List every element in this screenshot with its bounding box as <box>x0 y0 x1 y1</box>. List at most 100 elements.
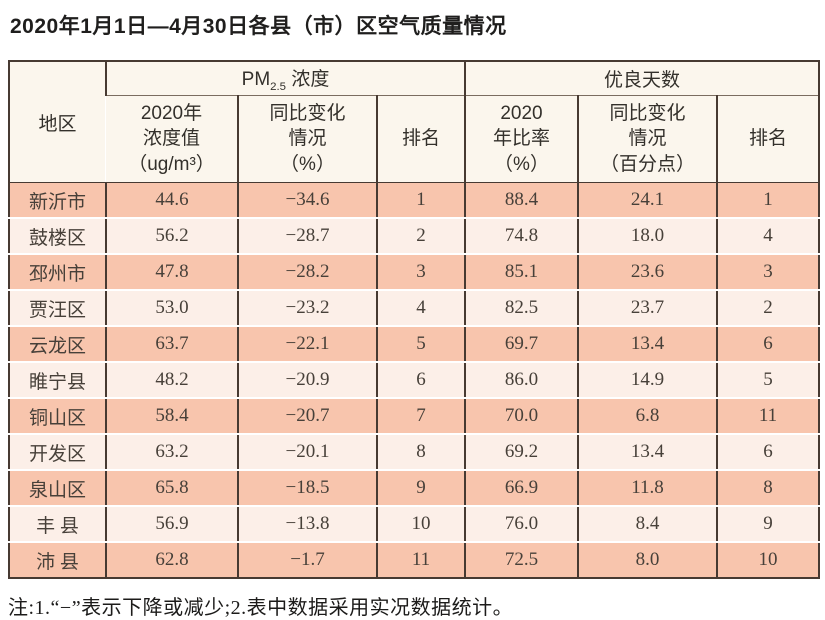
cell-pm-rank: 3 <box>376 254 465 291</box>
cell-region: 贾汪区 <box>9 290 106 327</box>
column-header-good-change: 同比变化 情况 （百分点） <box>577 95 717 183</box>
cell-pm-rank: 1 <box>376 182 465 219</box>
cell-pm-change: −20.7 <box>237 398 377 435</box>
column-header-pm-change: 同比变化 情况 （%） <box>237 95 377 183</box>
pm-label-subscript: 2.5 <box>270 80 286 93</box>
cell-good-change: 23.6 <box>577 254 717 291</box>
cell-region: 邳州市 <box>9 254 106 291</box>
cell-good-rate: 88.4 <box>464 182 578 219</box>
cell-good-change: 13.4 <box>577 434 717 471</box>
table-row: 沛 县 62.8 −1.7 11 72.5 8.0 10 <box>9 542 820 578</box>
column-header-pm-value: 2020年 浓度值 （ug/m³） <box>106 95 238 183</box>
cell-region: 鼓楼区 <box>9 218 106 255</box>
cell-good-rate: 69.7 <box>464 326 578 363</box>
cell-pm-change: −23.2 <box>237 290 377 327</box>
table-row: 铜山区 58.4 −20.7 7 70.0 6.8 11 <box>9 398 820 435</box>
cell-pm-change: −1.7 <box>237 542 377 578</box>
cell-region: 新沂市 <box>9 182 106 219</box>
table-row: 泉山区 65.8 −18.5 9 66.9 11.8 8 <box>9 470 820 507</box>
cell-pm-rank: 11 <box>376 542 465 578</box>
cell-pm-rank: 7 <box>376 398 465 435</box>
cell-pm-value: 44.6 <box>105 182 238 219</box>
group-header-row: 地区 PM2.5 浓度 优良天数 <box>9 61 820 183</box>
cell-good-rate: 86.0 <box>464 362 578 399</box>
column-header-pm-rank: 排名 <box>376 95 465 183</box>
cell-pm-change: −28.7 <box>237 218 377 255</box>
column-header-region: 地区 <box>9 61 106 183</box>
cell-pm-change: −13.8 <box>237 506 377 543</box>
cell-region: 云龙区 <box>9 326 106 363</box>
cell-good-rate: 82.5 <box>464 290 578 327</box>
cell-pm-value: 63.2 <box>105 434 238 471</box>
cell-pm-change: −20.9 <box>237 362 377 399</box>
cell-good-rank: 1 <box>715 182 820 219</box>
cell-good-change: 8.4 <box>577 506 717 543</box>
footnote: 注:1.“−”表示下降或减少;2.表中数据采用实况数据统计。 <box>8 597 514 619</box>
cell-good-rank: 6 <box>715 326 820 363</box>
cell-region: 沛 县 <box>9 542 106 578</box>
cell-pm-value: 47.8 <box>105 254 238 291</box>
cell-region: 泉山区 <box>9 470 106 507</box>
table-row: 睢宁县 48.2 −20.9 6 86.0 14.9 5 <box>9 362 820 399</box>
pm-label-main: PM <box>241 69 271 91</box>
pm-label-rest: 浓度 <box>291 69 330 91</box>
cell-region: 铜山区 <box>9 398 106 435</box>
cell-good-rank: 6 <box>715 434 820 471</box>
cell-good-change: 18.0 <box>577 218 717 255</box>
group-header-pm25: PM2.5 浓度 <box>105 61 465 96</box>
cell-pm-change: −18.5 <box>237 470 377 507</box>
cell-good-rate: 69.2 <box>464 434 578 471</box>
table-row: 云龙区 63.7 −22.1 5 69.7 13.4 6 <box>9 326 820 363</box>
cell-good-change: 14.9 <box>577 362 717 399</box>
cell-good-rank: 8 <box>715 470 820 507</box>
cell-pm-value: 58.4 <box>105 398 238 435</box>
sub-header-row: 2020年 浓度值 （ug/m³） 同比变化 情况 （%） 排名 2020 年比… <box>9 95 820 183</box>
cell-pm-rank: 6 <box>376 362 465 399</box>
table-row: 开发区 63.2 −20.1 8 69.2 13.4 6 <box>9 434 820 471</box>
cell-pm-rank: 10 <box>376 506 465 543</box>
cell-region: 睢宁县 <box>9 362 106 399</box>
cell-good-rate: 72.5 <box>464 542 578 578</box>
table-body: 新沂市 44.6 −34.6 1 88.4 24.1 1 鼓楼区 56.2 −2… <box>9 182 820 578</box>
table-header: 地区 PM2.5 浓度 优良天数 2020年 浓度值 （ug/m³） 同比变化 情… <box>9 61 820 183</box>
table-row: 邳州市 47.8 −28.2 3 85.1 23.6 3 <box>9 254 820 291</box>
table-row: 鼓楼区 56.2 −28.7 2 74.8 18.0 4 <box>9 218 820 255</box>
cell-good-rank: 10 <box>715 542 820 578</box>
cell-good-change: 13.4 <box>577 326 717 363</box>
cell-region: 丰 县 <box>9 506 106 543</box>
cell-pm-value: 56.2 <box>105 218 238 255</box>
table-row: 贾汪区 53.0 −23.2 4 82.5 23.7 2 <box>9 290 820 327</box>
cell-pm-value: 65.8 <box>105 470 238 507</box>
cell-good-rank: 5 <box>715 362 820 399</box>
cell-pm-rank: 9 <box>376 470 465 507</box>
cell-pm-value: 56.9 <box>105 506 238 543</box>
cell-pm-rank: 5 <box>376 326 465 363</box>
page-title: 2020年1月1日—4月30日各县（市）区空气质量情况 <box>10 15 507 38</box>
cell-pm-rank: 2 <box>376 218 465 255</box>
cell-good-rate: 85.1 <box>464 254 578 291</box>
cell-good-change: 24.1 <box>577 182 717 219</box>
cell-good-change: 6.8 <box>577 398 717 435</box>
cell-good-rate: 70.0 <box>464 398 578 435</box>
cell-pm-value: 48.2 <box>105 362 238 399</box>
cell-good-rank: 2 <box>715 290 820 327</box>
column-header-good-rate: 2020 年比率 （%） <box>464 95 578 183</box>
cell-pm-change: −28.2 <box>237 254 377 291</box>
cell-good-change: 23.7 <box>577 290 717 327</box>
cell-pm-change: −34.6 <box>237 182 377 219</box>
cell-pm-value: 63.7 <box>105 326 238 363</box>
cell-pm-rank: 4 <box>376 290 465 327</box>
cell-pm-value: 62.8 <box>105 542 238 578</box>
group-header-good-days: 优良天数 <box>463 61 820 96</box>
cell-good-rate: 66.9 <box>464 470 578 507</box>
cell-good-rank: 3 <box>715 254 820 291</box>
cell-good-rank: 9 <box>715 506 820 543</box>
cell-good-rate: 76.0 <box>464 506 578 543</box>
column-header-good-rank: 排名 <box>715 95 820 183</box>
cell-region: 开发区 <box>9 434 106 471</box>
cell-pm-rank: 8 <box>376 434 465 471</box>
cell-good-rank: 11 <box>715 398 820 435</box>
cell-pm-change: −20.1 <box>237 434 377 471</box>
cell-good-change: 11.8 <box>577 470 717 507</box>
